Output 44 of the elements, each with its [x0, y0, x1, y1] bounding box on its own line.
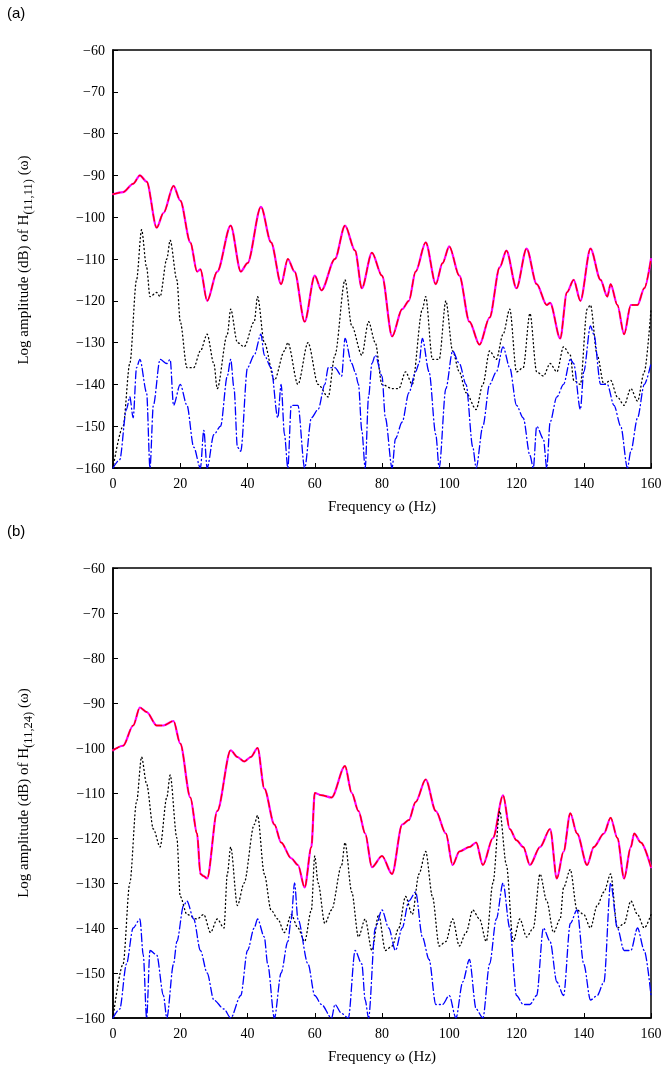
y-tick-label: −130	[76, 335, 105, 351]
y-tick-label: −60	[83, 560, 105, 576]
x-tick-label: 160	[640, 1025, 662, 1041]
y-tick-label: −140	[76, 376, 105, 392]
y-tick-label: −100	[76, 740, 105, 756]
x-tick-label: 40	[240, 475, 255, 491]
x-axis-title: Frequency ω (Hz)	[327, 497, 437, 515]
x-tick-label: 20	[173, 475, 188, 491]
y-tick-label: −90	[83, 695, 105, 711]
x-tick-label: 40	[240, 1025, 255, 1041]
y-tick-label: −60	[83, 42, 105, 58]
x-tick-label: 60	[307, 475, 322, 491]
y-tick-label: −160	[76, 460, 105, 476]
x-tick-label: 160	[640, 475, 662, 491]
y-tick-label: −110	[76, 785, 105, 801]
x-tick-label: 140	[573, 1025, 595, 1041]
chart-title: (b)	[7, 522, 26, 539]
x-tick-label: 20	[173, 1025, 188, 1041]
y-tick-label: −70	[83, 605, 105, 621]
y-tick-label: −80	[83, 126, 105, 142]
y-tick-label: −140	[76, 920, 105, 936]
x-tick-label: 60	[307, 1025, 322, 1041]
y-tick-label: −90	[83, 167, 105, 183]
x-tick-label: 140	[573, 475, 595, 491]
y-tick-label: −120	[76, 293, 105, 309]
y-tick-label: −110	[76, 251, 105, 267]
chart-title: (a)	[7, 4, 26, 21]
y-tick-label: −80	[83, 650, 105, 666]
y-tick-label: −120	[76, 830, 105, 846]
x-tick-label: 80	[375, 475, 389, 491]
x-tick-label: 120	[506, 1025, 527, 1041]
x-tick-label: 120	[506, 475, 527, 491]
x-tick-label: 0	[109, 475, 117, 491]
y-tick-label: −130	[76, 875, 105, 891]
y-tick-label: −70	[83, 84, 105, 100]
x-tick-label: 100	[438, 1025, 460, 1041]
x-tick-label: 80	[375, 1025, 389, 1041]
y-tick-label: −150	[76, 418, 105, 434]
y-tick-label: −100	[76, 209, 105, 225]
x-tick-label: 0	[109, 1025, 117, 1041]
y-tick-label: −160	[76, 1010, 105, 1026]
y-tick-label: −150	[76, 965, 105, 981]
x-axis-title: Frequency ω (Hz)	[327, 1047, 437, 1065]
x-tick-label: 100	[438, 475, 460, 491]
